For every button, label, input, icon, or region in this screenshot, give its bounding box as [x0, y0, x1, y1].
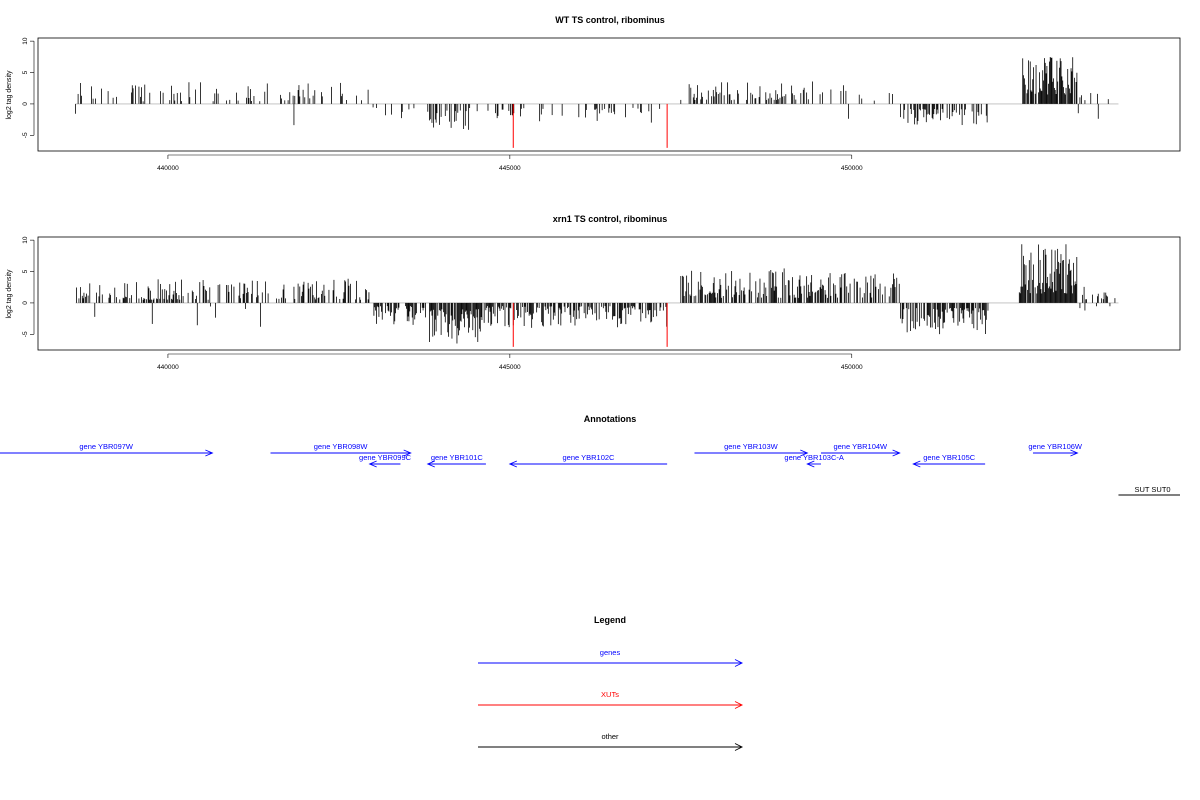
legend-arrowhead [734, 743, 744, 751]
xrn1-track-title: xrn1 TS control, ribominus [553, 214, 668, 224]
xrn1-y-axis-label: log2 tag density [6, 269, 13, 319]
legend-title: Legend [594, 615, 626, 625]
xrn1-plot-frame [37, 236, 1181, 351]
legend-label: genes [600, 648, 621, 657]
gene-label: gene YBR103W [724, 442, 779, 451]
wt-y-tick-label: 10 [22, 37, 29, 45]
gene-label: gene YBR105C [923, 453, 976, 462]
wt-y-tick-label: 0 [22, 102, 29, 106]
wt-track-panel: WT TS control, ribominus log2 tag densit… [6, 15, 1181, 172]
gene-label: gene YBR106W [1028, 442, 1083, 451]
wt-y-tick-label: -5 [22, 132, 29, 138]
gene-label: gene YBR104W [833, 442, 888, 451]
legend-panel: Legend genes XUTs other [478, 615, 744, 751]
gene-strand-arrow [426, 460, 435, 468]
wt-x-tick-label: 440000 [157, 165, 179, 172]
wt-x-tick-label: 450000 [841, 165, 863, 172]
wt-plot-frame [37, 37, 1181, 152]
xrn1-y-tick-label: 5 [22, 269, 29, 273]
gene-strand-arrow [403, 449, 412, 457]
xrn1-y-tick-label: 0 [22, 301, 29, 305]
xrn1-x-tick-label: 440000 [157, 364, 179, 371]
gene-strand-arrow [892, 449, 901, 457]
annotations-title: Annotations [584, 414, 637, 424]
gene-strand-arrow [912, 460, 921, 468]
xrn1-y-tick-label: -5 [22, 331, 29, 337]
gene-strand-arrow [806, 460, 815, 468]
annotation-features: gene YBR097W gene YBR098W gene YBR099C gene… [0, 442, 1180, 496]
gene-label: gene YBR098W [314, 442, 369, 451]
gene-label: gene YBR103C-A [784, 453, 843, 462]
wt-track-title: WT TS control, ribominus [555, 15, 665, 25]
legend-label: other [601, 732, 619, 741]
xrn1-y-tick-label: 10 [22, 236, 29, 244]
gene-strand-arrow [800, 449, 809, 457]
xrn1-x-tick-label: 450000 [841, 364, 863, 371]
wt-axes: 440000 445000 450000 10 5 0 -5 [22, 37, 863, 172]
gene-strand-arrow [205, 449, 214, 457]
wt-y-axis-label: log2 tag density [6, 70, 13, 120]
xrn1-track-panel: xrn1 TS control, ribominus log2 tag dens… [6, 214, 1181, 371]
gene-label: gene YBR097W [79, 442, 134, 451]
gene-strand-arrow [508, 460, 518, 468]
annotations-panel: Annotations gene YBR097W gene YBR098Wgene… [0, 414, 1180, 496]
wt-y-tick-label: 5 [22, 70, 29, 74]
legend-label: XUTs [601, 690, 619, 699]
wt-bars [75, 56, 1119, 148]
gene-label: gene YBR102C [562, 453, 615, 462]
other-feature-label: SUT SUT0 [1134, 485, 1170, 494]
xrn1-x-tick-label: 445000 [499, 364, 521, 371]
gene-label: gene YBR099C [359, 453, 412, 462]
gene-strand-arrow [1070, 449, 1079, 457]
legend-items: genes XUTs other [478, 648, 744, 751]
wt-x-tick-label: 445000 [499, 165, 521, 172]
gene-label: gene YBR101C [431, 453, 484, 462]
legend-arrowhead [734, 659, 744, 667]
xrn1-axes: 440000 445000 450000 10 5 0 -5 [22, 236, 863, 371]
legend-arrowhead [734, 701, 744, 709]
xrn1-bars [75, 244, 1119, 347]
gene-strand-arrow [368, 460, 377, 468]
